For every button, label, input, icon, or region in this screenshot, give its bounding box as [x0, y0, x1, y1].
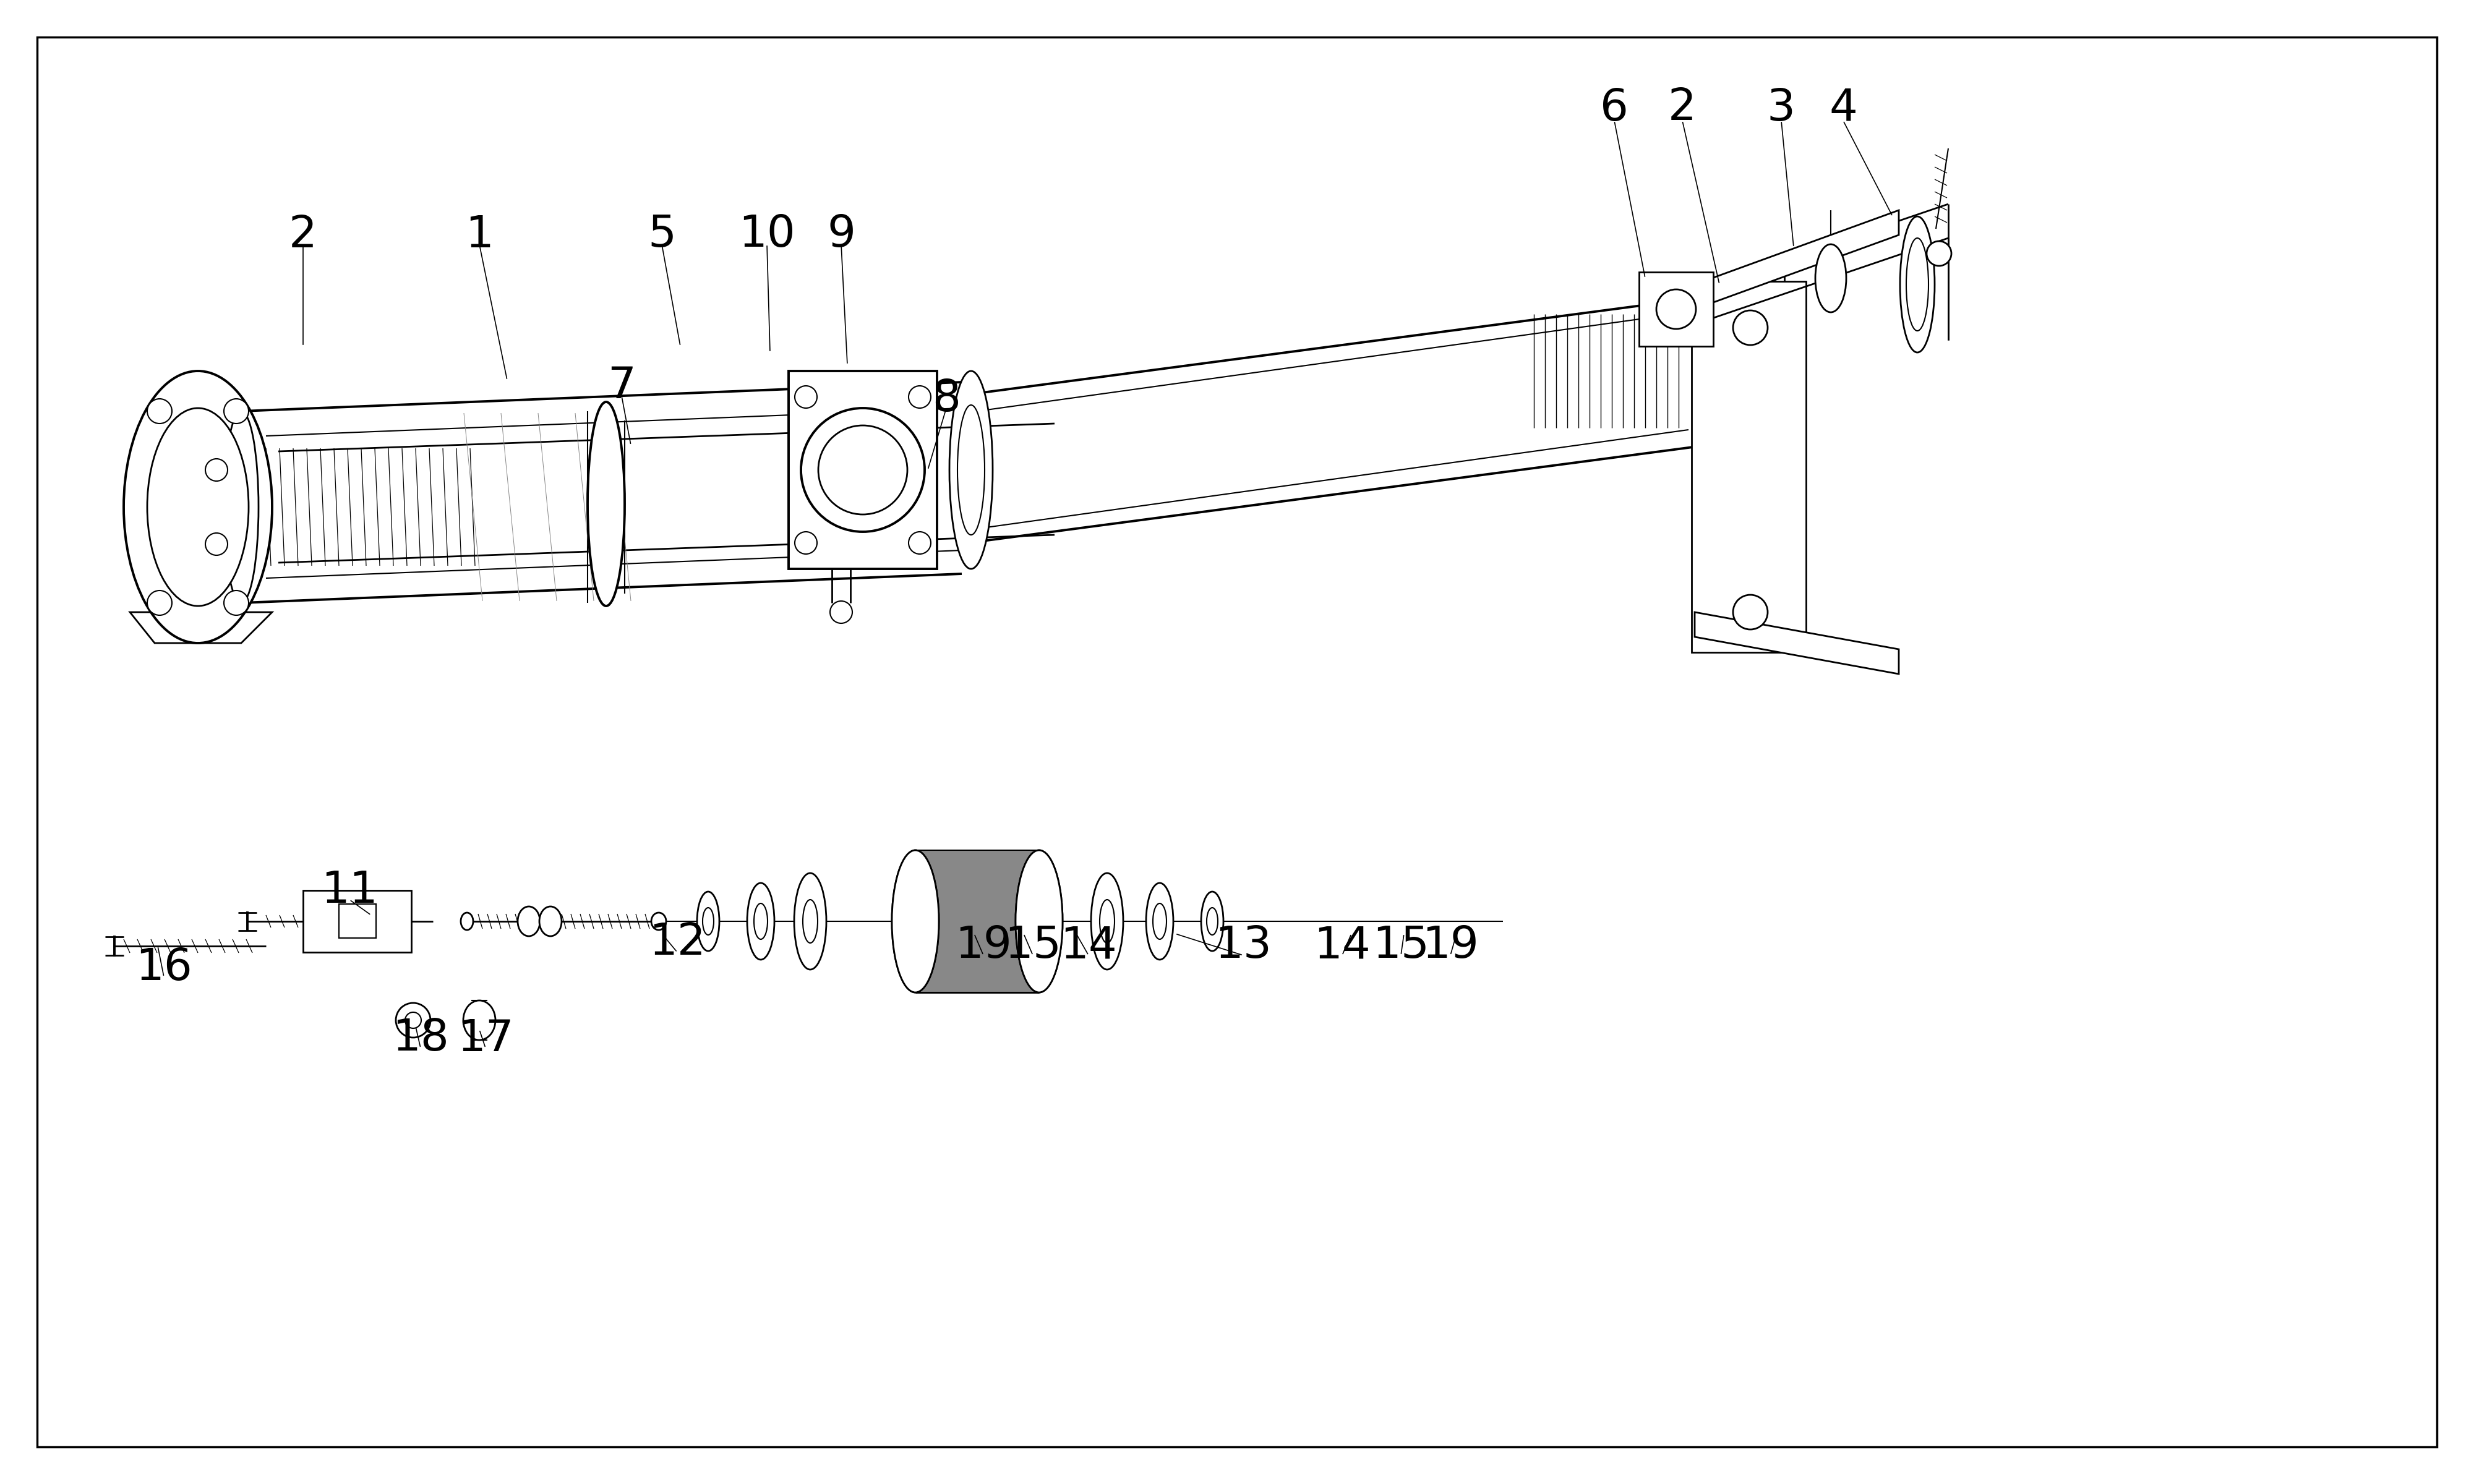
- Text: 8: 8: [933, 377, 960, 420]
- Circle shape: [908, 386, 930, 408]
- Circle shape: [908, 531, 930, 554]
- Circle shape: [1732, 310, 1766, 344]
- Text: 1: 1: [465, 214, 492, 257]
- Ellipse shape: [517, 907, 539, 936]
- Text: 15: 15: [1373, 925, 1430, 968]
- Ellipse shape: [1153, 904, 1168, 939]
- Bar: [1692, 282, 1806, 653]
- Circle shape: [205, 459, 228, 481]
- Polygon shape: [1695, 611, 1900, 674]
- Ellipse shape: [747, 883, 774, 960]
- Text: 2: 2: [289, 214, 317, 257]
- Circle shape: [794, 386, 816, 408]
- Circle shape: [1927, 240, 1952, 266]
- Polygon shape: [129, 611, 272, 643]
- Ellipse shape: [1098, 899, 1113, 942]
- Text: 10: 10: [740, 214, 794, 257]
- Ellipse shape: [794, 873, 826, 969]
- Text: 18: 18: [393, 1018, 448, 1060]
- Ellipse shape: [148, 408, 247, 605]
- Ellipse shape: [589, 402, 623, 605]
- Circle shape: [831, 601, 851, 623]
- Text: 4: 4: [1828, 88, 1858, 129]
- Ellipse shape: [1017, 850, 1064, 993]
- Ellipse shape: [651, 913, 666, 930]
- Ellipse shape: [1202, 892, 1222, 951]
- Polygon shape: [789, 371, 938, 568]
- Ellipse shape: [1091, 873, 1123, 969]
- Text: 2: 2: [1667, 88, 1697, 129]
- Ellipse shape: [950, 371, 992, 568]
- Text: 7: 7: [609, 365, 636, 408]
- Ellipse shape: [698, 892, 720, 951]
- Ellipse shape: [1900, 217, 1935, 352]
- Polygon shape: [1695, 211, 1900, 309]
- Ellipse shape: [802, 899, 816, 942]
- Bar: [339, 904, 376, 938]
- Ellipse shape: [124, 371, 272, 643]
- Text: 17: 17: [458, 1018, 515, 1060]
- Ellipse shape: [802, 408, 925, 531]
- Text: 13: 13: [1215, 925, 1272, 968]
- Text: 16: 16: [136, 947, 193, 988]
- Ellipse shape: [539, 907, 562, 936]
- Ellipse shape: [1816, 245, 1846, 312]
- Text: 14: 14: [1314, 925, 1371, 968]
- Circle shape: [223, 591, 247, 616]
- Circle shape: [205, 533, 228, 555]
- Ellipse shape: [957, 405, 985, 534]
- Ellipse shape: [1207, 908, 1217, 935]
- Text: 19: 19: [955, 925, 1012, 968]
- Ellipse shape: [755, 904, 767, 939]
- Text: 5: 5: [648, 214, 675, 257]
- Ellipse shape: [1905, 237, 1930, 331]
- Ellipse shape: [891, 850, 940, 993]
- Circle shape: [223, 399, 247, 423]
- Text: 19: 19: [1423, 925, 1479, 968]
- Text: 9: 9: [826, 214, 856, 257]
- Circle shape: [148, 399, 173, 423]
- Bar: [1638, 272, 1712, 346]
- Ellipse shape: [905, 895, 925, 947]
- Ellipse shape: [463, 1000, 495, 1040]
- Circle shape: [794, 531, 816, 554]
- Bar: [915, 850, 1039, 993]
- Circle shape: [1732, 595, 1766, 629]
- Bar: [302, 890, 411, 953]
- Circle shape: [148, 591, 173, 616]
- Ellipse shape: [819, 426, 908, 515]
- Text: 12: 12: [648, 922, 705, 965]
- Text: 11: 11: [322, 870, 379, 911]
- Ellipse shape: [703, 908, 713, 935]
- Circle shape: [406, 1012, 421, 1028]
- Text: 15: 15: [1004, 925, 1061, 968]
- Ellipse shape: [1029, 895, 1049, 947]
- Circle shape: [1658, 289, 1697, 329]
- Text: 14: 14: [1061, 925, 1116, 968]
- Ellipse shape: [891, 850, 940, 993]
- Text: 6: 6: [1601, 88, 1628, 129]
- Text: 3: 3: [1766, 88, 1796, 129]
- Ellipse shape: [1145, 883, 1173, 960]
- Ellipse shape: [223, 411, 257, 603]
- Circle shape: [396, 1003, 430, 1037]
- Ellipse shape: [460, 913, 473, 930]
- Ellipse shape: [1017, 850, 1064, 993]
